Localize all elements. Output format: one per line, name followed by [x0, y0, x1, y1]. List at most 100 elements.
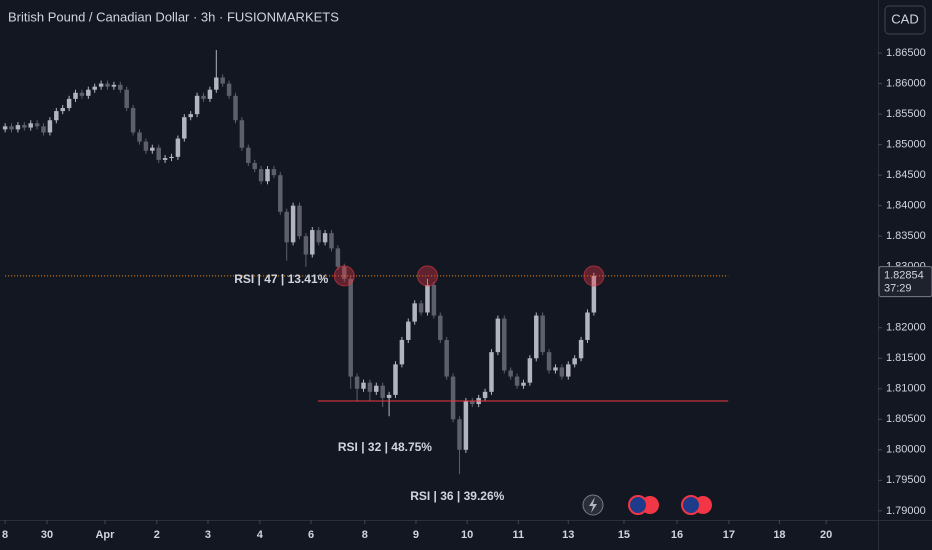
candle-body: [258, 169, 264, 182]
touch-marker: [333, 265, 355, 287]
y-tick-label: 1.81000: [886, 383, 926, 395]
candle-body: [278, 175, 283, 212]
candle-body: [47, 120, 53, 133]
x-tick-label: 13: [562, 529, 574, 541]
candle-body: [540, 315, 545, 353]
candle-body: [41, 126, 46, 133]
candle-body: [508, 370, 513, 377]
candle-body: [150, 147, 155, 151]
candle-body: [105, 83, 110, 87]
candle-body: [412, 303, 417, 322]
candle-body: [239, 120, 245, 148]
candle-body: [502, 318, 507, 371]
candle-body: [169, 156, 174, 159]
candle-body: [188, 114, 193, 118]
candle-body: [418, 303, 424, 313]
candle-body: [386, 394, 392, 398]
candle-body: [585, 312, 590, 340]
chart-title: British Pound / Canadian Dollar · 3h · F…: [8, 9, 339, 24]
currency-label[interactable]: CAD: [891, 11, 918, 26]
candle-body: [284, 211, 289, 243]
candle-body: [86, 89, 91, 96]
candle-body: [361, 382, 366, 389]
candle-body: [450, 376, 456, 420]
candle-body: [175, 138, 181, 157]
y-tick-label: 1.80000: [886, 444, 926, 456]
x-tick-label: 17: [723, 529, 735, 541]
candle-body: [591, 275, 597, 313]
y-tick-label: 1.84000: [886, 200, 926, 212]
candle-body: [348, 278, 353, 377]
flag-icon[interactable]: [681, 495, 701, 515]
candle-body: [54, 111, 59, 121]
candle-body: [201, 95, 206, 99]
candle-body: [137, 132, 142, 142]
candle-body: [546, 352, 552, 371]
y-tick-label: 1.82000: [886, 322, 926, 334]
candle-body: [438, 315, 443, 340]
candle-body: [399, 339, 405, 365]
candle-body: [118, 84, 123, 90]
y-tick-label: 1.79500: [886, 474, 926, 486]
candle-body: [98, 83, 104, 87]
candle-body: [92, 86, 97, 90]
candle-body: [482, 391, 488, 398]
candle-body: [60, 108, 65, 112]
candle-body: [220, 77, 225, 84]
x-tick-label: 11: [513, 529, 525, 541]
x-tick-label: 9: [413, 529, 419, 541]
candle-body: [444, 339, 449, 377]
candle-body: [2, 126, 8, 130]
candle-body: [130, 108, 136, 133]
candle-body: [380, 385, 385, 398]
candle-body: [489, 352, 494, 392]
candle-body: [431, 285, 437, 316]
x-tick-label: 6: [308, 529, 314, 541]
candle-body: [214, 77, 219, 90]
candle-body: [374, 385, 379, 392]
candle-body: [527, 358, 533, 383]
candle-body: [34, 123, 40, 127]
candle-body: [79, 92, 85, 96]
x-tick-label: Apr: [95, 529, 115, 541]
y-tick-label: 1.80500: [886, 413, 926, 425]
candle-body: [316, 230, 321, 243]
candle-body: [162, 158, 168, 160]
x-tick-label: 8: [2, 529, 8, 541]
candle-body: [406, 321, 411, 340]
annotation: RSI | 32 | 48.75%: [338, 440, 432, 454]
candle-body: [156, 147, 161, 160]
event-icons: [582, 494, 712, 516]
candle-body: [9, 126, 14, 130]
plot-area: [2, 50, 729, 475]
candle-body: [329, 233, 334, 249]
candle-body: [28, 123, 33, 128]
x-tick-label: 30: [41, 529, 53, 541]
candle-body: [111, 84, 117, 87]
touch-marker: [583, 265, 605, 287]
candle-body: [578, 339, 584, 359]
candle-body: [470, 400, 475, 405]
x-tick-label: 4: [257, 529, 264, 541]
flag-icon[interactable]: [628, 495, 648, 515]
candle-body: [15, 125, 21, 130]
candle-body: [495, 318, 501, 353]
y-tick-label: 1.83500: [886, 230, 926, 242]
candle-body: [559, 367, 565, 377]
candle-body: [463, 400, 469, 450]
lightning-icon: [589, 497, 597, 513]
candle-body: [534, 315, 539, 359]
candle-body: [233, 95, 238, 121]
countdown-label: 37:29: [884, 283, 912, 295]
y-tick-label: 1.79000: [886, 505, 926, 517]
candle-body: [194, 95, 200, 115]
candle-body: [521, 382, 526, 386]
candle-body: [73, 92, 78, 99]
x-tick-label: 16: [671, 529, 683, 541]
last-price-tag: [878, 266, 932, 298]
currency-button[interactable]: [884, 5, 926, 35]
x-tick-label: 18: [773, 529, 785, 541]
candle-body: [265, 169, 270, 182]
touch-marker: [416, 265, 438, 287]
